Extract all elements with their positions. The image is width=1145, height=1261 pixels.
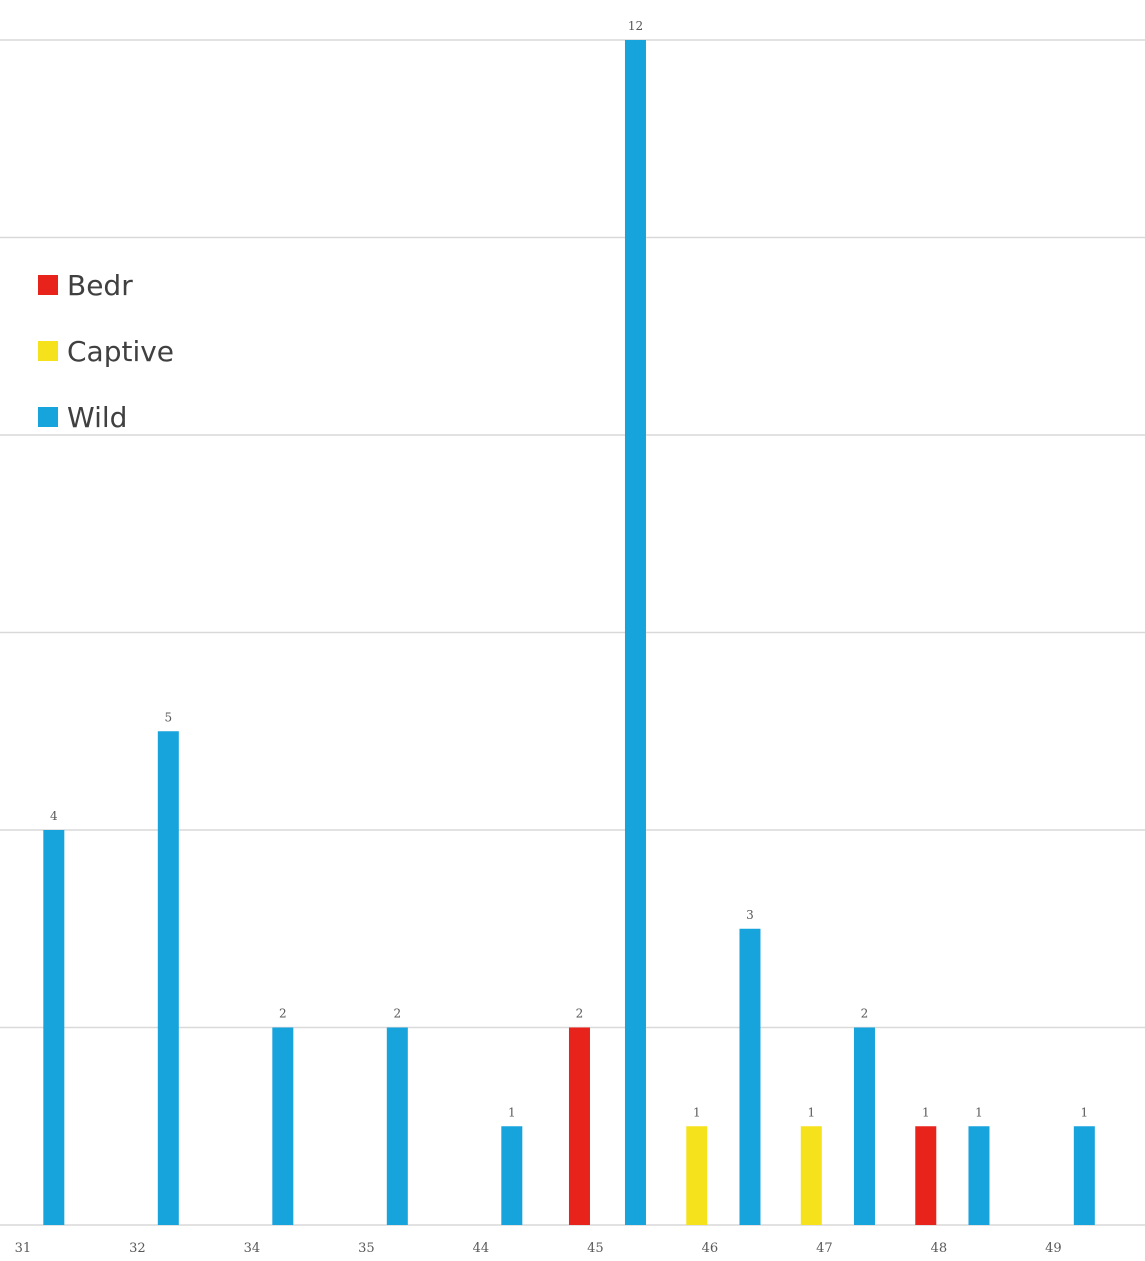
data-label-bedr-45: 2: [576, 1007, 584, 1021]
x-tick-label-48: 48: [931, 1241, 948, 1256]
bar-wild-32: [157, 731, 179, 1225]
data-label-wild-46: 3: [746, 908, 754, 922]
x-tick-label-49: 49: [1045, 1241, 1062, 1256]
x-tick-label-31: 31: [15, 1241, 32, 1256]
x-tick-label-47: 47: [816, 1241, 833, 1256]
bar-wild-35: [386, 1027, 408, 1225]
bar-wild-46: [739, 928, 761, 1225]
data-label-wild-45: 12: [628, 19, 643, 33]
data-label-wild-34: 2: [279, 1007, 287, 1021]
x-tick-label-46: 46: [702, 1241, 719, 1256]
data-label-wild-31: 4: [50, 809, 58, 823]
bars: [43, 40, 1095, 1225]
data-label-wild-35: 2: [393, 1007, 401, 1021]
bar-wild-49: [1073, 1126, 1095, 1225]
legend-swatch-wild: [38, 407, 58, 427]
bar-bedr-48: [915, 1126, 937, 1225]
data-label-captive-47: 1: [807, 1105, 815, 1119]
data-label-wild-44: 1: [508, 1105, 516, 1119]
legend-item-wild: Wild: [38, 384, 174, 450]
x-tick-label-45: 45: [587, 1241, 604, 1256]
legend: Bedr Captive Wild: [38, 252, 174, 450]
bar-captive-47: [800, 1126, 822, 1225]
bar-captive-46: [686, 1126, 708, 1225]
x-tick-label-44: 44: [473, 1241, 490, 1256]
x-axis-tick-labels: 31 32 34 35 44 45 46 47 48 49: [15, 1241, 1062, 1256]
legend-swatch-captive: [38, 341, 58, 361]
bar-bedr-45: [568, 1027, 590, 1225]
bar-wild-47: [853, 1027, 875, 1225]
data-label-wild-32: 5: [164, 710, 172, 724]
bar-wild-48: [968, 1126, 990, 1225]
legend-label-captive: Captive: [67, 334, 175, 368]
x-tick-label-34: 34: [244, 1241, 261, 1256]
legend-label-wild: Wild: [67, 400, 128, 434]
data-label-wild-49: 1: [1080, 1105, 1088, 1119]
data-label-bedr-48: 1: [922, 1105, 930, 1119]
legend-item-captive: Captive: [38, 318, 174, 384]
legend-swatch-bedr: [38, 275, 58, 295]
bar-wild-44: [501, 1126, 523, 1225]
x-tick-label-35: 35: [358, 1241, 375, 1256]
data-label-captive-46: 1: [693, 1105, 701, 1119]
bar-wild-31: [43, 830, 65, 1225]
data-label-wild-47: 2: [861, 1007, 869, 1021]
bar-wild-34: [272, 1027, 294, 1225]
gridlines: [0, 39, 1145, 1226]
bar-wild-45: [624, 40, 646, 1225]
x-tick-label-32: 32: [129, 1241, 146, 1256]
legend-item-bedr: Bedr: [38, 252, 174, 318]
data-label-wild-48: 1: [975, 1105, 983, 1119]
legend-label-bedr: Bedr: [67, 268, 133, 302]
